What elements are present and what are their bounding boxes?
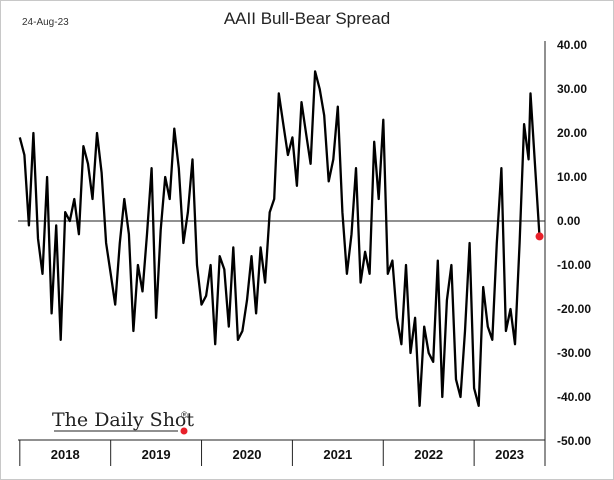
y-tick-label: -30.00 bbox=[557, 346, 591, 360]
y-tick-label: -10.00 bbox=[557, 258, 591, 272]
x-tick-label: 2018 bbox=[51, 447, 80, 462]
date-stamp: 24-Aug-23 bbox=[22, 17, 69, 28]
series-line bbox=[18, 70, 541, 407]
y-tick-label: 0.00 bbox=[557, 214, 581, 228]
x-tick-label: 2020 bbox=[233, 447, 262, 462]
brand-logo: The Daily Shot ® bbox=[52, 409, 194, 435]
y-axis-ticks: 40.00 30.00 20.00 10.00 0.00 -10.00 -20.00 -30.… bbox=[557, 38, 591, 448]
y-tick-label: 30.00 bbox=[557, 82, 587, 96]
y-tick-label: -40.00 bbox=[557, 390, 591, 404]
y-tick-label: 20.00 bbox=[557, 126, 587, 140]
y-tick-label: -20.00 bbox=[557, 302, 591, 316]
y-tick-label: 10.00 bbox=[557, 170, 587, 184]
x-axis-labels: 2018 2019 2020 2021 2022 2023 bbox=[51, 447, 524, 462]
brand-name: The Daily Shot bbox=[52, 409, 194, 431]
brand-registered-mark: ® bbox=[181, 410, 188, 420]
x-axis-dividers bbox=[19, 440, 475, 466]
chart-title: AAII Bull-Bear Spread bbox=[223, 9, 391, 28]
brand-dot bbox=[180, 427, 188, 435]
x-tick-label: 2023 bbox=[495, 447, 524, 462]
x-tick-label: 2019 bbox=[142, 447, 171, 462]
x-tick-label: 2021 bbox=[323, 447, 352, 462]
y-tick-label: 40.00 bbox=[557, 38, 587, 52]
x-tick-label: 2022 bbox=[414, 447, 443, 462]
last-point-marker bbox=[535, 232, 544, 241]
y-tick-label: -50.00 bbox=[557, 434, 591, 448]
